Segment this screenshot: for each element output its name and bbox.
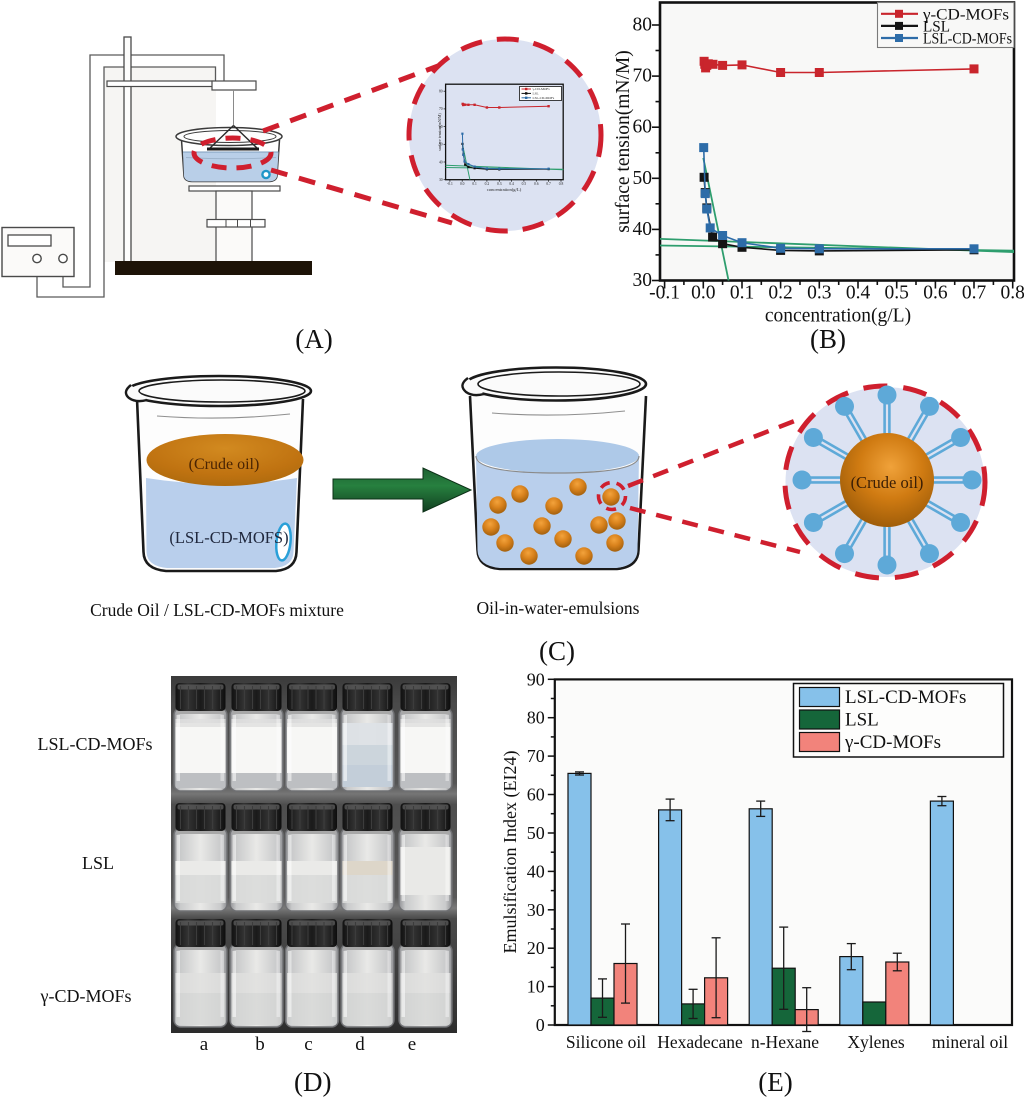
svg-text:20: 20 xyxy=(527,938,545,958)
svg-text:0.2: 0.2 xyxy=(768,283,792,304)
svg-text:0.5: 0.5 xyxy=(885,283,909,304)
svg-text:80: 80 xyxy=(633,15,653,36)
svg-text:(Crude oil): (Crude oil) xyxy=(851,473,924,492)
svg-text:0.0: 0.0 xyxy=(691,283,715,304)
svg-text:Crude Oil / LSL-CD-MOFs mixtur: Crude Oil / LSL-CD-MOFs mixture xyxy=(90,600,344,620)
svg-text:80: 80 xyxy=(439,90,443,94)
svg-text:Hexadecane: Hexadecane xyxy=(657,1032,743,1052)
svg-text:60: 60 xyxy=(439,125,443,129)
svg-text:0.0: 0.0 xyxy=(460,182,465,186)
svg-text:surface tension(mN/M): surface tension(mN/M) xyxy=(437,113,442,151)
svg-text:n-Hexane: n-Hexane xyxy=(751,1032,819,1052)
svg-text:0: 0 xyxy=(536,1015,545,1035)
svg-text:c: c xyxy=(304,1034,312,1055)
svg-text:γ-CD-MOFs: γ-CD-MOFs xyxy=(844,732,941,753)
svg-text:30: 30 xyxy=(633,270,653,291)
svg-text:0.8: 0.8 xyxy=(1001,283,1024,304)
svg-text:b: b xyxy=(255,1034,265,1055)
svg-text:LSL: LSL xyxy=(923,18,950,35)
svg-text:0.3: 0.3 xyxy=(497,182,502,186)
svg-text:LSL: LSL xyxy=(533,92,539,96)
svg-text:70: 70 xyxy=(439,107,443,111)
svg-text:30: 30 xyxy=(439,178,443,182)
svg-text:mineral oil: mineral oil xyxy=(932,1032,1008,1052)
svg-text:50: 50 xyxy=(527,823,545,843)
svg-text:concentration(g/L): concentration(g/L) xyxy=(487,187,522,192)
svg-text:d: d xyxy=(355,1034,365,1055)
svg-text:(B): (B) xyxy=(810,324,846,354)
svg-text:30: 30 xyxy=(527,900,545,920)
svg-text:concentration(g/L): concentration(g/L) xyxy=(765,306,911,327)
svg-text:-0.1: -0.1 xyxy=(649,283,680,304)
svg-text:80: 80 xyxy=(527,708,545,728)
svg-text:a: a xyxy=(200,1034,209,1055)
svg-text:LSL-CD-MOFs: LSL-CD-MOFs xyxy=(923,31,1012,48)
svg-text:0.5: 0.5 xyxy=(522,182,527,186)
svg-text:(E): (E) xyxy=(758,1067,792,1097)
svg-text:Silicone oil: Silicone oil xyxy=(566,1032,646,1052)
svg-text:50: 50 xyxy=(439,143,443,147)
svg-text:40: 40 xyxy=(439,160,443,164)
svg-text:e: e xyxy=(408,1034,416,1055)
svg-text:0.1: 0.1 xyxy=(472,182,477,186)
svg-text:0.6: 0.6 xyxy=(534,182,539,186)
svg-text:Xylenes: Xylenes xyxy=(847,1032,905,1052)
svg-text:40: 40 xyxy=(633,219,653,240)
svg-text:Emulsification Index (EI24): Emulsification Index (EI24) xyxy=(500,751,521,954)
svg-text:0.7: 0.7 xyxy=(962,283,987,304)
svg-text:γ-CD-MOFs: γ-CD-MOFs xyxy=(922,6,1009,23)
svg-text:γ-CD-MOFs: γ-CD-MOFs xyxy=(40,986,132,1006)
svg-text:(D): (D) xyxy=(294,1067,331,1097)
svg-text:γ-CD-MOFs: γ-CD-MOFs xyxy=(533,87,551,91)
svg-text:70: 70 xyxy=(633,66,653,87)
svg-text:60: 60 xyxy=(633,117,653,138)
svg-text:0.3: 0.3 xyxy=(807,283,831,304)
svg-text:surface tension(mN/M): surface tension(mN/M) xyxy=(613,50,634,233)
svg-text:60: 60 xyxy=(527,785,545,805)
svg-text:(LSL-CD-MOFS): (LSL-CD-MOFS) xyxy=(169,528,288,547)
svg-text:0.4: 0.4 xyxy=(509,182,514,186)
svg-text:LSL-CD-MOFs: LSL-CD-MOFs xyxy=(37,734,152,754)
svg-text:0.8: 0.8 xyxy=(559,182,564,186)
svg-text:0.2: 0.2 xyxy=(485,182,490,186)
svg-text:LSL: LSL xyxy=(845,710,879,731)
svg-text:(C): (C) xyxy=(539,636,575,666)
svg-text:0.6: 0.6 xyxy=(923,283,948,304)
svg-text:0.1: 0.1 xyxy=(730,283,754,304)
svg-text:Oil-in-water-emulsions: Oil-in-water-emulsions xyxy=(477,598,640,618)
svg-text:(A): (A) xyxy=(295,324,332,354)
svg-text:LSL-CD-MOFs: LSL-CD-MOFs xyxy=(845,687,966,708)
svg-text:0.4: 0.4 xyxy=(846,283,871,304)
svg-text:(Crude oil): (Crude oil) xyxy=(189,456,260,473)
svg-text:90: 90 xyxy=(527,669,545,689)
svg-text:50: 50 xyxy=(633,168,653,189)
svg-text:-0.1: -0.1 xyxy=(447,182,453,186)
svg-text:70: 70 xyxy=(527,746,545,766)
svg-text:LSL: LSL xyxy=(82,853,114,873)
svg-text:40: 40 xyxy=(527,861,545,881)
svg-text:10: 10 xyxy=(527,977,545,997)
svg-text:0.7: 0.7 xyxy=(546,182,551,186)
svg-text:LSL-CD-MOFs: LSL-CD-MOFs xyxy=(533,96,555,100)
